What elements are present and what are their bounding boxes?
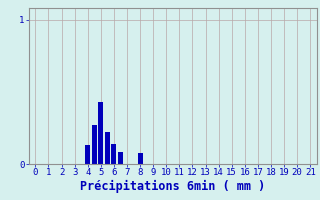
Bar [85, 145, 90, 164]
Bar [92, 125, 97, 164]
Bar [118, 152, 123, 164]
Bar [105, 132, 110, 164]
Bar [138, 153, 143, 164]
Bar [111, 144, 116, 164]
X-axis label: Précipitations 6min ( mm ): Précipitations 6min ( mm ) [80, 180, 265, 193]
Bar [98, 102, 103, 164]
